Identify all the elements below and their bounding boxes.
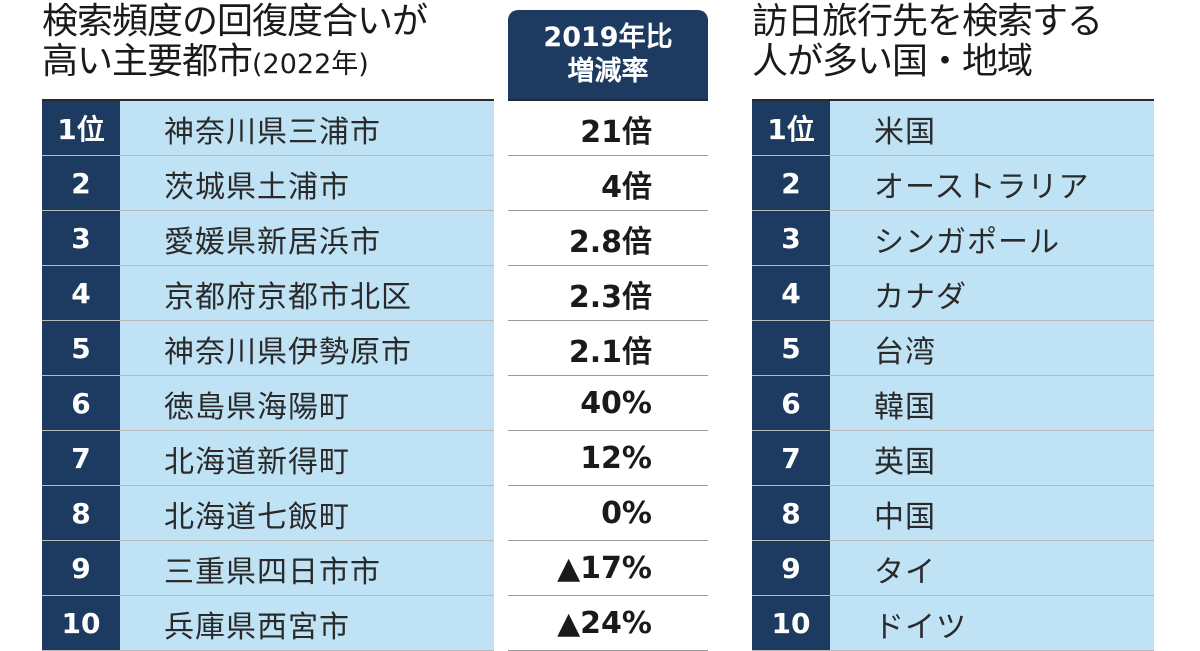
country-name-cell: 韓国 — [830, 376, 1154, 431]
rate-cell: ▲24% — [508, 596, 708, 651]
city-name-cell: 神奈川県三浦市 — [120, 101, 494, 156]
table-row: 9 三重県四日市市 — [42, 541, 494, 596]
rank-cell: 2 — [752, 156, 830, 211]
table-row: 2 茨城県土浦市 — [42, 156, 494, 211]
table-row: 8 中国 — [752, 486, 1154, 541]
left-title-line1: 検索頻度の回復度合いが — [42, 1, 428, 42]
city-name-cell: 神奈川県伊勢原市 — [120, 321, 494, 376]
rank-cell: 10 — [42, 596, 120, 651]
city-name-cell: 茨城県土浦市 — [120, 156, 494, 211]
table-row: 3 愛媛県新居浜市 — [42, 211, 494, 266]
country-name-cell: 米国 — [830, 101, 1154, 156]
rank-cell: 4 — [42, 266, 120, 321]
table-row: 2 オーストラリア — [752, 156, 1154, 211]
table-row: 10 ドイツ — [752, 596, 1154, 651]
rate-header-line2: 増減率 — [567, 56, 649, 87]
country-name-cell: 中国 — [830, 486, 1154, 541]
rate-cell: 2.3倍 — [508, 266, 708, 321]
right-title-line1: 訪日旅行先を検索する — [752, 1, 1103, 42]
rate-header-line1: 2019年比 — [543, 22, 673, 53]
rate-cell: ▲17% — [508, 541, 708, 596]
left-table-title: 検索頻度の回復度合いが 高い主要都市(2022年) — [42, 1, 428, 85]
table-row: 5 台湾 — [752, 321, 1154, 376]
rank-cell: 6 — [42, 376, 120, 431]
rank-cell: 1位 — [752, 101, 830, 156]
city-name-cell: 京都府京都市北区 — [120, 266, 494, 321]
table-row: 6 韓国 — [752, 376, 1154, 431]
rate-cell: 0% — [508, 486, 708, 541]
country-name-cell: 英国 — [830, 431, 1154, 486]
table-row: 9 タイ — [752, 541, 1154, 596]
rate-column: 21倍 4倍 2.8倍 2.3倍 2.1倍 40% 12% 0% ▲17% ▲24% — [508, 101, 708, 651]
rate-cell: 4倍 — [508, 156, 708, 211]
rank-cell: 10 — [752, 596, 830, 651]
table-row: 3 シンガポール — [752, 211, 1154, 266]
rank-cell: 9 — [42, 541, 120, 596]
left-title-year: (2022年) — [252, 49, 369, 80]
table-row: 4 カナダ — [752, 266, 1154, 321]
rank-cell: 3 — [752, 211, 830, 266]
right-ranking-table: 1位 米国 2 オーストラリア 3 シンガポール 4 カナダ 5 台湾 6 韓国 7 英国 8 中国 9 タイ 10… — [752, 101, 1154, 651]
rank-cell: 6 — [752, 376, 830, 431]
rank-cell: 7 — [752, 431, 830, 486]
city-name-cell: 北海道七飯町 — [120, 486, 494, 541]
right-table-title: 訪日旅行先を検索する 人が多い国・地域 — [752, 1, 1103, 82]
left-title-line2: 高い主要都市(2022年) — [42, 42, 427, 85]
country-name-cell: ドイツ — [830, 596, 1154, 651]
table-row: 1位 米国 — [752, 101, 1154, 156]
rate-cell: 40% — [508, 376, 708, 431]
table-row: 7 北海道新得町 — [42, 431, 494, 486]
rate-column-top-rule — [508, 99, 708, 101]
rank-cell: 3 — [42, 211, 120, 266]
country-name-cell: カナダ — [830, 266, 1154, 321]
right-title-line2: 人が多い国・地域 — [752, 41, 1033, 82]
country-name-cell: タイ — [830, 541, 1154, 596]
table-row: 5 神奈川県伊勢原市 — [42, 321, 494, 376]
rank-cell: 1位 — [42, 101, 120, 156]
left-title-line2-text: 高い主要都市 — [42, 41, 253, 82]
rank-cell: 9 — [752, 541, 830, 596]
country-name-cell: オーストラリア — [830, 156, 1154, 211]
country-name-cell: シンガポール — [830, 211, 1154, 266]
city-name-cell: 三重県四日市市 — [120, 541, 494, 596]
rank-cell: 4 — [752, 266, 830, 321]
rank-cell: 8 — [752, 486, 830, 541]
table-row: 10 兵庫県西宮市 — [42, 596, 494, 651]
rate-cell: 2.1倍 — [508, 321, 708, 376]
city-name-cell: 徳島県海陽町 — [120, 376, 494, 431]
table-row: 7 英国 — [752, 431, 1154, 486]
city-name-cell: 兵庫県西宮市 — [120, 596, 494, 651]
left-ranking-table: 1位 神奈川県三浦市 2 茨城県土浦市 3 愛媛県新居浜市 4 京都府京都市北区 5 神奈川県伊勢… — [42, 101, 494, 651]
rate-cell: 2.8倍 — [508, 211, 708, 266]
rank-cell: 5 — [42, 321, 120, 376]
rate-cell: 21倍 — [508, 101, 708, 156]
city-name-cell: 北海道新得町 — [120, 431, 494, 486]
left-table-top-rule — [42, 99, 494, 101]
rate-column-header: 2019年比 増減率 — [508, 10, 708, 100]
table-row: 4 京都府京都市北区 — [42, 266, 494, 321]
table-row: 6 徳島県海陽町 — [42, 376, 494, 431]
table-row: 8 北海道七飯町 — [42, 486, 494, 541]
rank-cell: 2 — [42, 156, 120, 211]
rank-cell: 7 — [42, 431, 120, 486]
rank-cell: 8 — [42, 486, 120, 541]
country-name-cell: 台湾 — [830, 321, 1154, 376]
city-name-cell: 愛媛県新居浜市 — [120, 211, 494, 266]
rate-cell: 12% — [508, 431, 708, 486]
rank-cell: 5 — [752, 321, 830, 376]
table-row: 1位 神奈川県三浦市 — [42, 101, 494, 156]
right-table-top-rule — [752, 99, 1154, 101]
